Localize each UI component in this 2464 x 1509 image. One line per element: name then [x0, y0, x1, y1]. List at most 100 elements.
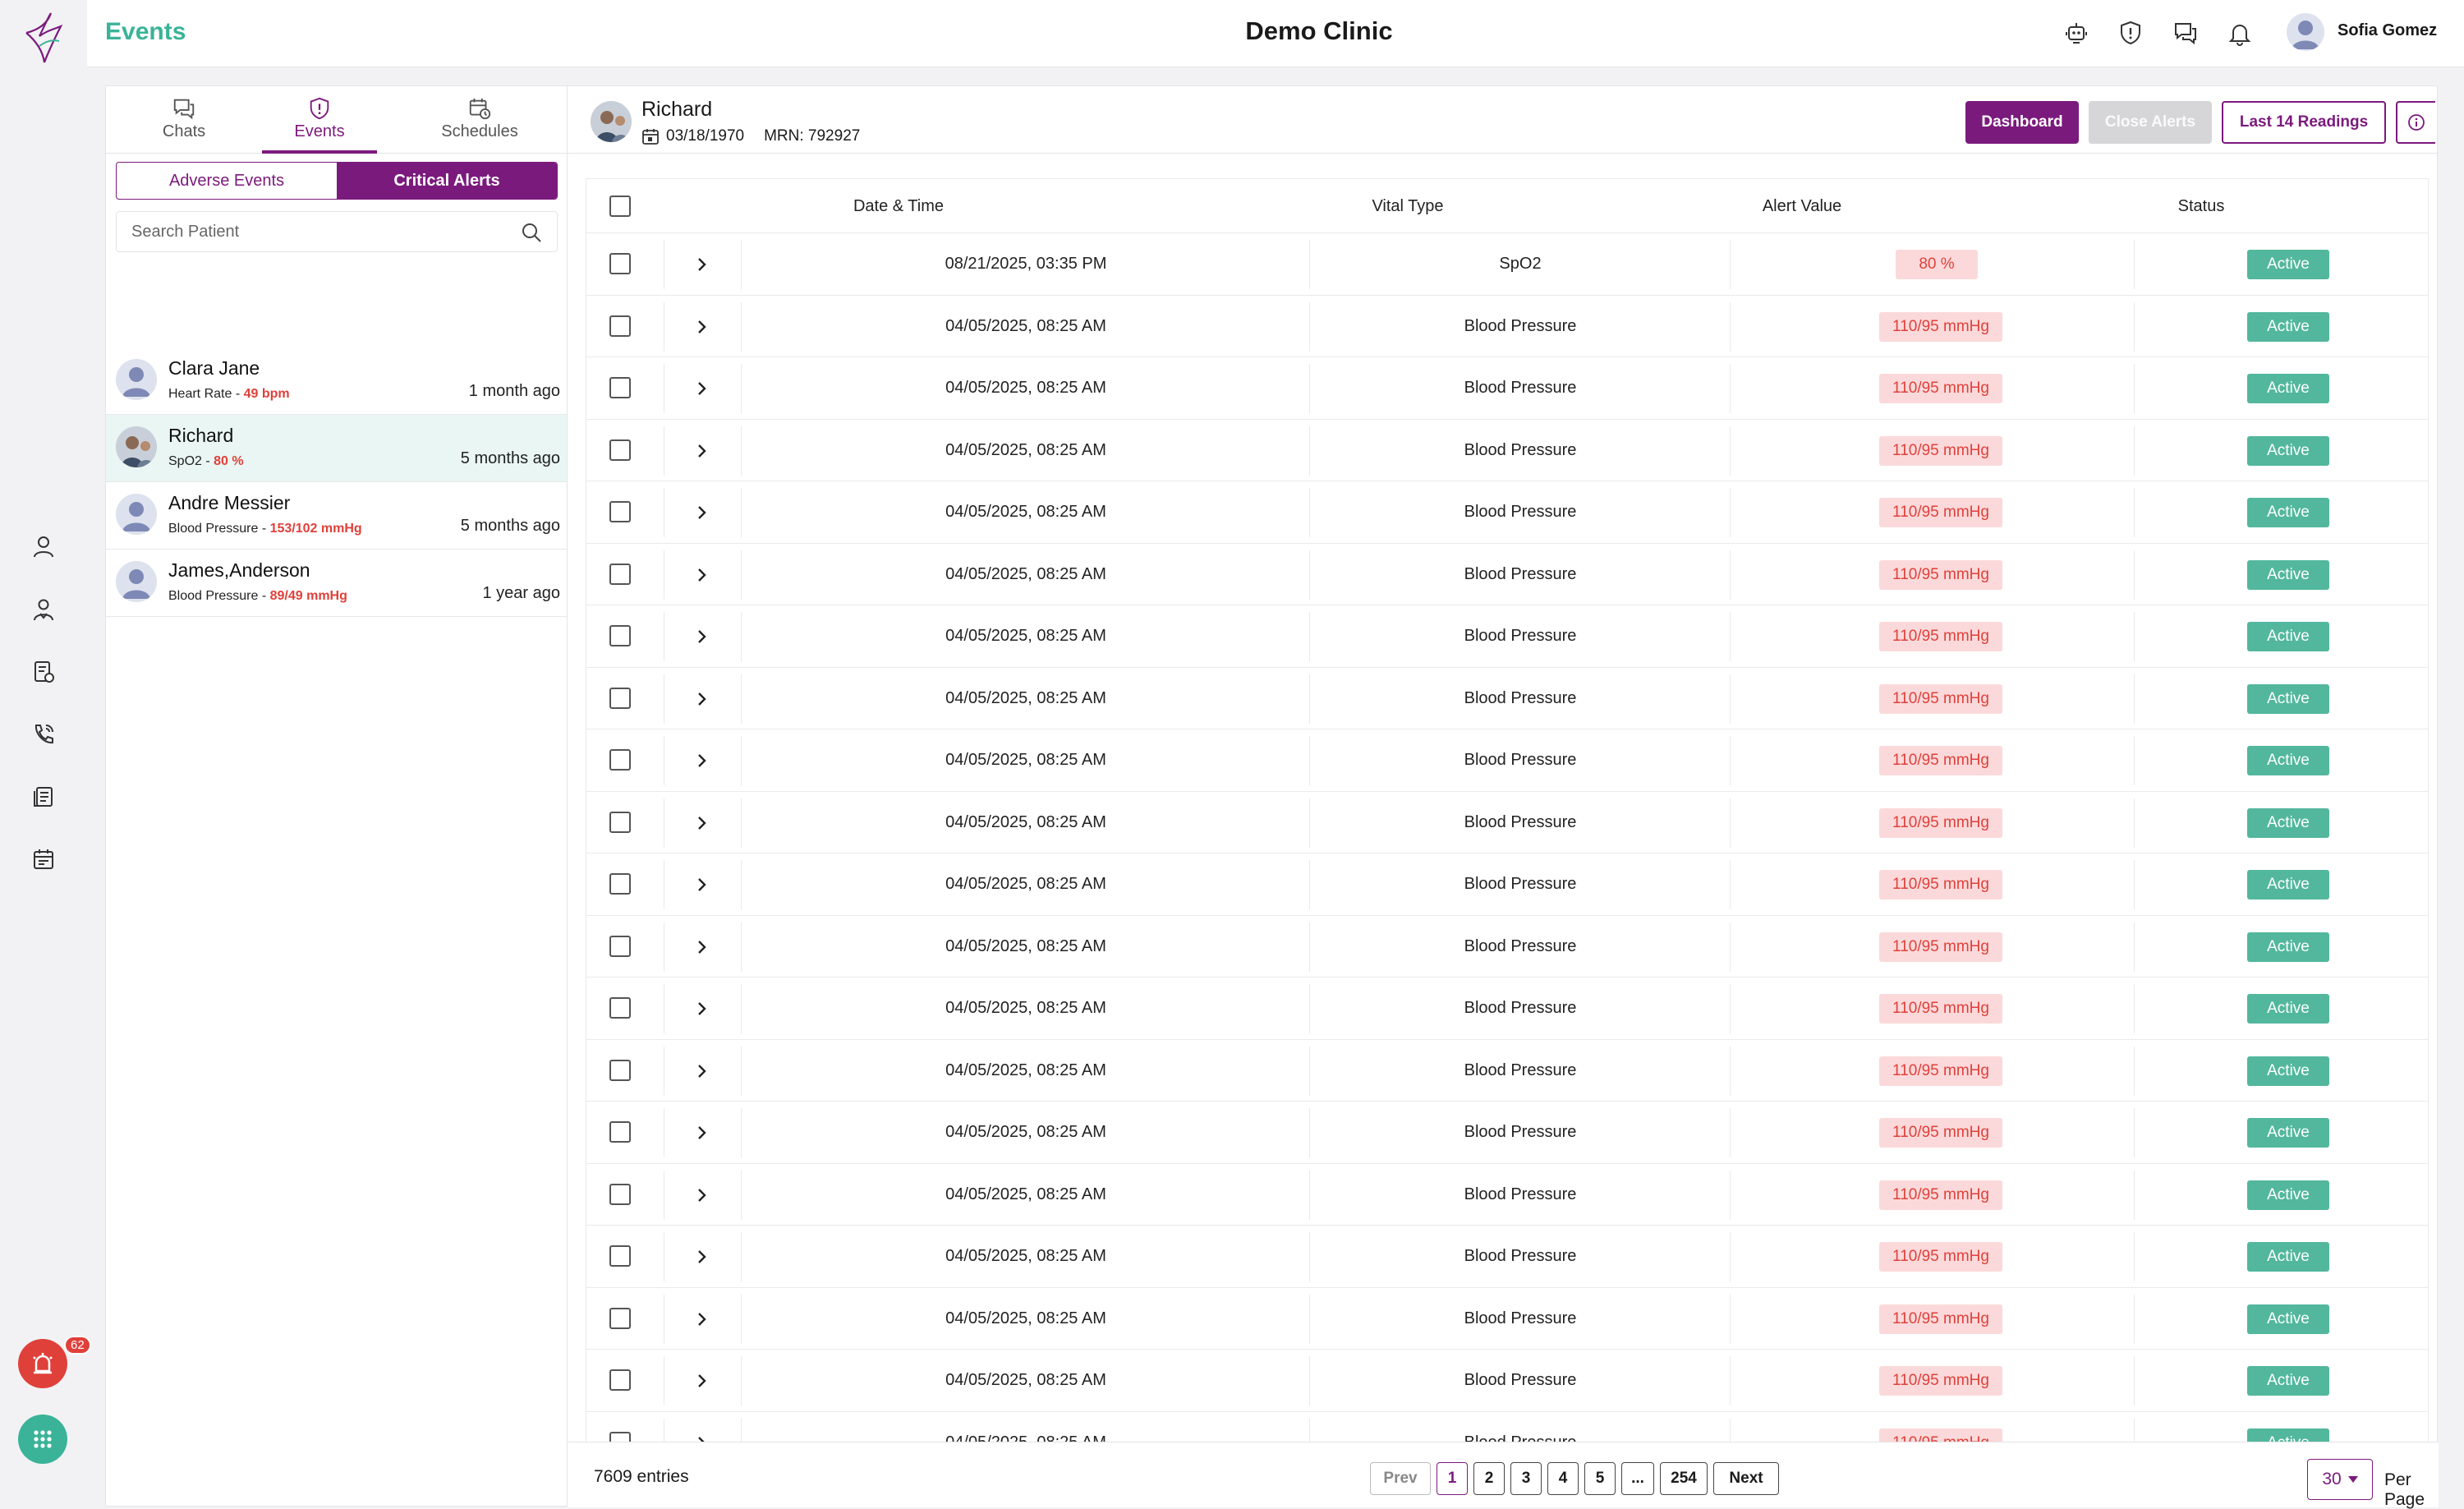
row-checkbox[interactable] [609, 873, 631, 895]
row-checkbox[interactable] [609, 997, 631, 1019]
select-all-checkbox[interactable] [609, 196, 631, 217]
row-checkbox[interactable] [609, 1059, 631, 1081]
billing-icon[interactable] [27, 656, 60, 688]
row-checkbox[interactable] [609, 1121, 631, 1143]
chat-icon[interactable] [2169, 16, 2202, 49]
table-row[interactable]: 04/05/2025, 08:25 AM Blood Pressure 110/95… [586, 605, 2428, 668]
table-row[interactable]: 04/05/2025, 08:25 AM Blood Pressure 110/95… [586, 916, 2428, 978]
page-button[interactable]: 4 [1547, 1462, 1579, 1495]
table-row[interactable]: 04/05/2025, 08:25 AM Blood Pressure 110/95… [586, 1350, 2428, 1412]
chevron-right-icon[interactable] [693, 380, 710, 397]
chevron-right-icon[interactable] [693, 256, 710, 273]
page-button[interactable]: 1 [1437, 1462, 1468, 1495]
row-checkbox[interactable] [609, 811, 631, 833]
row-checkbox[interactable] [609, 563, 631, 585]
chevron-right-icon[interactable] [693, 691, 710, 707]
chevron-right-icon[interactable] [693, 1249, 710, 1265]
table-row[interactable]: 04/05/2025, 08:25 AM Blood Pressure 110/95… [586, 420, 2428, 481]
staff-icon[interactable] [27, 593, 60, 626]
page-button[interactable]: 3 [1510, 1462, 1542, 1495]
table-row[interactable]: 04/05/2025, 08:25 AM Blood Pressure 110/95… [586, 1040, 2428, 1102]
bell-icon[interactable] [2223, 16, 2256, 49]
row-checkbox[interactable] [609, 501, 631, 522]
table-row[interactable]: 08/21/2025, 03:35 PM SpO2 80 % Active [586, 233, 2428, 296]
row-checkbox[interactable] [609, 1245, 631, 1267]
table-row[interactable]: 04/05/2025, 08:25 AM Blood Pressure 110/95… [586, 1226, 2428, 1288]
column-header-value[interactable]: Alert Value [1762, 197, 1842, 215]
page-button[interactable]: 254 [1660, 1462, 1708, 1495]
row-checkbox[interactable] [609, 1307, 631, 1329]
sos-alarm-button[interactable]: 62 [18, 1336, 91, 1388]
search-icon[interactable] [521, 222, 542, 243]
next-page-button[interactable]: Next [1713, 1462, 1779, 1495]
critical-alerts-tab[interactable]: Critical Alerts [337, 163, 557, 199]
chevron-right-icon[interactable] [693, 1373, 710, 1389]
chevron-right-icon[interactable] [693, 1001, 710, 1017]
patient-list-item[interactable]: Andre Messier Blood Pressure - 153/102 mm… [106, 482, 568, 550]
chevron-right-icon[interactable] [693, 1187, 710, 1203]
row-checkbox[interactable] [609, 625, 631, 646]
table-row[interactable]: 04/05/2025, 08:25 AM Blood Pressure 110/95… [586, 978, 2428, 1040]
table-row[interactable]: 04/05/2025, 08:25 AM Blood Pressure 110/95… [586, 544, 2428, 605]
chevron-right-icon[interactable] [693, 1063, 710, 1079]
phone-icon[interactable] [27, 718, 60, 751]
chevron-right-icon[interactable] [693, 443, 710, 459]
table-row[interactable]: 04/05/2025, 08:25 AM Blood Pressure 110/95… [586, 792, 2428, 853]
row-checkbox[interactable] [609, 253, 631, 274]
dashboard-button[interactable]: Dashboard [1965, 101, 2079, 144]
column-header-datetime[interactable]: Date & Time [853, 197, 945, 215]
chevron-right-icon[interactable] [693, 876, 710, 893]
chevron-right-icon[interactable] [693, 567, 710, 583]
tab-events[interactable]: Events [262, 86, 377, 154]
patient-icon[interactable] [27, 530, 60, 563]
per-page-select[interactable]: 30 [2307, 1459, 2373, 1500]
shield-alert-icon[interactable] [2114, 16, 2147, 49]
patient-list-item[interactable]: Clara Jane Heart Rate - 49 bpm 1 month ago [106, 347, 568, 415]
row-checkbox[interactable] [609, 439, 631, 461]
row-checkbox[interactable] [609, 1369, 631, 1391]
table-row[interactable]: 04/05/2025, 08:25 AM Blood Pressure 110/95… [586, 729, 2428, 792]
robot-icon[interactable] [2060, 16, 2093, 49]
chevron-right-icon[interactable] [693, 628, 710, 645]
table-row[interactable]: 04/05/2025, 08:25 AM Blood Pressure 110/95… [586, 357, 2428, 420]
last-readings-button[interactable]: Last 14 Readings [2222, 101, 2386, 144]
chevron-right-icon[interactable] [693, 815, 710, 831]
chevron-right-icon[interactable] [693, 1125, 710, 1141]
user-name[interactable]: Sofia Gomez [2338, 21, 2438, 39]
patient-list-item[interactable]: Richard SpO2 - 80 % 5 months ago [106, 415, 568, 482]
page-button[interactable]: 5 [1584, 1462, 1616, 1495]
tab-chats[interactable]: Chats [131, 86, 237, 154]
table-row[interactable]: 04/05/2025, 08:25 AM Blood Pressure 110/95… [586, 296, 2428, 357]
prev-page-button[interactable]: Prev [1370, 1462, 1431, 1495]
table-row[interactable]: 04/05/2025, 08:25 AM Blood Pressure 110/95… [586, 668, 2428, 729]
table-row[interactable]: 04/05/2025, 08:25 AM Blood Pressure 110/95… [586, 481, 2428, 544]
tab-schedules[interactable]: Schedules [410, 86, 549, 154]
row-checkbox[interactable] [609, 749, 631, 771]
adverse-events-tab[interactable]: Adverse Events [168, 171, 285, 190]
close-alerts-button[interactable]: Close Alerts [2089, 101, 2212, 144]
dialpad-button[interactable] [18, 1415, 67, 1464]
page-button[interactable]: 2 [1473, 1462, 1505, 1495]
chevron-right-icon[interactable] [693, 1311, 710, 1327]
row-checkbox[interactable] [609, 1183, 631, 1205]
row-checkbox[interactable] [609, 687, 631, 709]
chevron-right-icon[interactable] [693, 504, 710, 521]
chevron-right-icon[interactable] [693, 319, 710, 335]
search-input[interactable] [117, 212, 503, 251]
table-row[interactable]: 04/05/2025, 08:25 AM Blood Pressure 110/95… [586, 1288, 2428, 1350]
patient-list-item[interactable]: James,Anderson Blood Pressure - 89/49 mmH… [106, 550, 568, 617]
row-checkbox[interactable] [609, 315, 631, 337]
table-row[interactable]: 04/05/2025, 08:25 AM Blood Pressure 110/95… [586, 1102, 2428, 1164]
chevron-right-icon[interactable] [693, 939, 710, 955]
chevron-right-icon[interactable] [693, 752, 710, 769]
table-row[interactable]: 04/05/2025, 08:25 AM Blood Pressure 110/95… [586, 1164, 2428, 1226]
column-header-vital[interactable]: Vital Type [1372, 197, 1444, 215]
user-avatar[interactable] [2287, 13, 2324, 51]
column-header-status[interactable]: Status [2177, 197, 2225, 215]
row-checkbox[interactable] [609, 377, 631, 398]
row-checkbox[interactable] [609, 935, 631, 957]
app-logo[interactable] [15, 8, 72, 66]
reports-icon[interactable] [27, 780, 60, 813]
calendar-icon[interactable] [27, 843, 60, 876]
info-button[interactable] [2396, 101, 2435, 144]
